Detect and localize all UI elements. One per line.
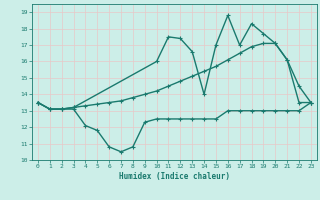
X-axis label: Humidex (Indice chaleur): Humidex (Indice chaleur) — [119, 172, 230, 181]
